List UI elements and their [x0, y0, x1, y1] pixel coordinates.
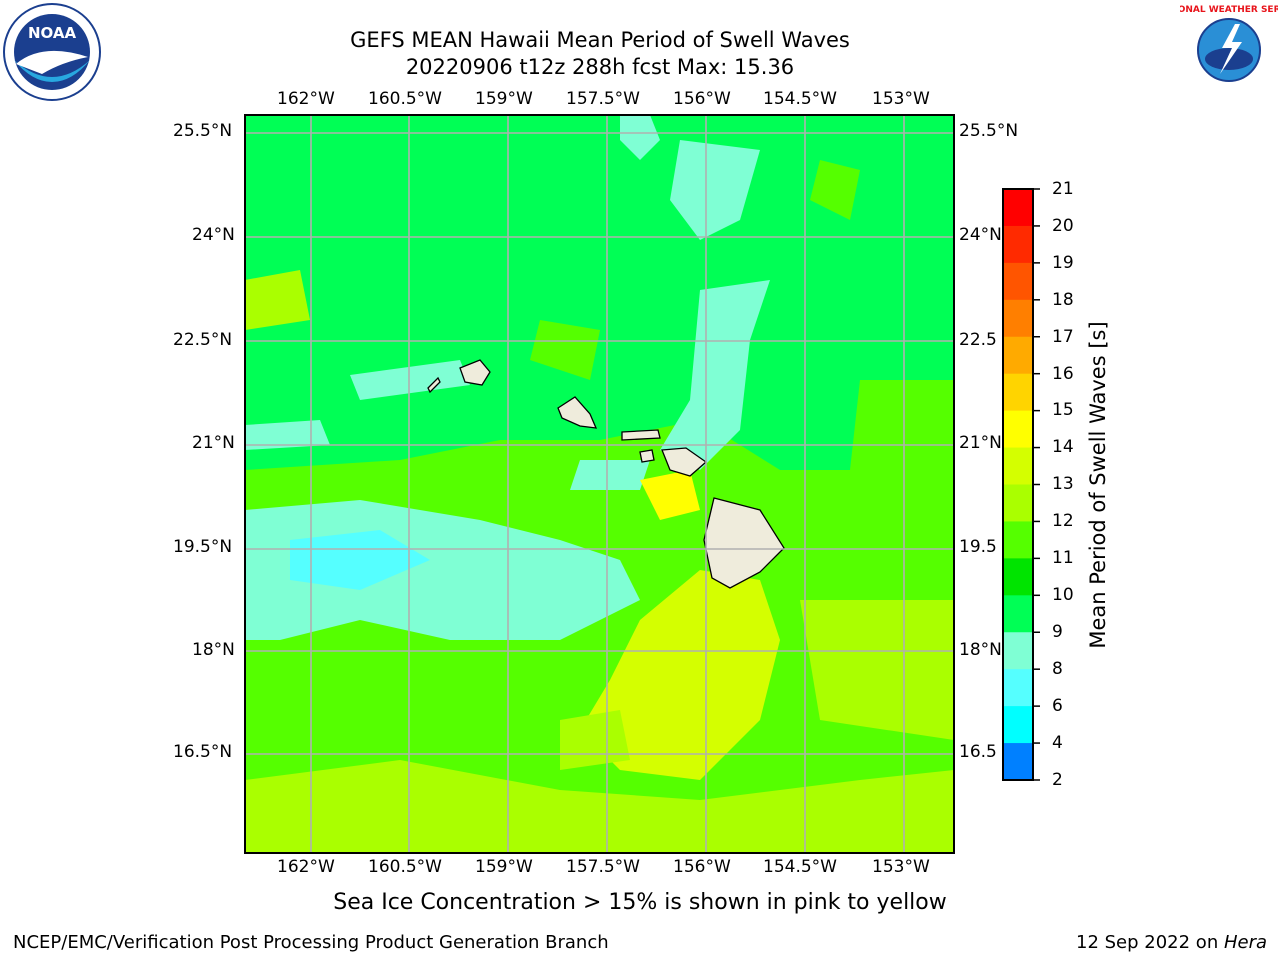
colorbar-tick-label: 9: [1052, 622, 1063, 642]
colorbar-tick-label: 14: [1052, 437, 1074, 457]
chart-subtitle: 20220906 t12z 288h fcst Max: 15.36: [405, 55, 795, 79]
lat-label-left: 19.5°N: [173, 537, 233, 557]
colorbar-tick-label: 10: [1052, 585, 1074, 605]
colorbar-tick-label: 13: [1052, 474, 1074, 494]
lat-label-right: 19.5: [959, 537, 997, 557]
lon-label-bottom: 162°W: [277, 857, 335, 877]
noaa-logo: NOAA: [3, 3, 101, 101]
island-niihau: [427, 376, 441, 394]
lon-label-top: 160.5°W: [368, 89, 442, 109]
colorbar-segment: [1003, 373, 1033, 412]
lon-label-bottom: 159°W: [475, 857, 533, 877]
colorbar-segment: [1003, 447, 1033, 485]
chart-title: GEFS MEAN Hawaii Mean Period of Swell Wa…: [350, 28, 850, 52]
footer-date: 12 Sep 2022 on Hera: [1076, 932, 1267, 953]
lat-label-right: 21°N: [959, 433, 1002, 453]
svg-text:NOAA: NOAA: [28, 24, 77, 42]
colorbar-segment: [1003, 262, 1033, 301]
colorbar-tick-label: 11: [1052, 548, 1074, 568]
colorbar-segment: [1003, 743, 1033, 781]
colorbar-tick-label: 8: [1052, 659, 1063, 679]
colorbar-tick-label: 4: [1052, 733, 1063, 753]
colorbar-segment: [1003, 189, 1033, 227]
map-frame: [244, 114, 955, 854]
colorbar-tick-label: 18: [1052, 290, 1074, 310]
colorbar-segment: [1003, 632, 1033, 670]
colorbar: [1003, 188, 1040, 781]
lon-label-top: 154.5°W: [763, 89, 837, 109]
lat-label-left: 24°N: [192, 225, 235, 245]
colorbar-tick-label: 2: [1052, 770, 1063, 790]
footer-host: Hera: [1223, 932, 1267, 953]
lat-label-left: 18°N: [192, 640, 235, 660]
contour-fill: [245, 115, 954, 853]
sea-ice-note: Sea Ice Concentration > 15% is shown in …: [333, 890, 947, 915]
colorbar-segment: [1003, 669, 1033, 707]
colorbar-segment: [1003, 706, 1033, 744]
lat-label-left: 16.5°N: [173, 742, 233, 762]
colorbar-frame: [1002, 188, 1034, 781]
lon-label-top: 157.5°W: [566, 89, 640, 109]
colorbar-tick-label: 17: [1052, 327, 1074, 347]
island-oahu: [557, 396, 598, 429]
lat-label-left: 22.5°N: [173, 330, 233, 350]
lat-label-left: 21°N: [192, 433, 235, 453]
colorbar-tick-label: 21: [1052, 179, 1074, 199]
colorbar-tick-label: 6: [1052, 696, 1063, 716]
lon-label-bottom: 160.5°W: [368, 857, 442, 877]
colorbar-segment: [1003, 410, 1033, 449]
colorbar-segment: [1003, 225, 1033, 264]
lon-label-top: 153°W: [872, 89, 930, 109]
island-lanai: [639, 449, 655, 463]
lat-label-right: 22.5: [959, 330, 997, 350]
lon-label-top: 156°W: [673, 89, 731, 109]
lon-label-top: 159°W: [475, 89, 533, 109]
lat-label-right: 18°N: [959, 640, 1002, 660]
colorbar-tick-label: 19: [1052, 253, 1074, 273]
colorbar-tick-label: 16: [1052, 364, 1074, 384]
footer-date-text: 12 Sep 2022 on: [1076, 932, 1224, 953]
colorbar-segment: [1003, 299, 1033, 338]
colorbar-segment: [1003, 595, 1033, 633]
lat-label-left: 25.5°N: [173, 121, 233, 141]
colorbar-segment: [1003, 558, 1033, 596]
footer-branch: NCEP/EMC/Verification Post Processing Pr…: [13, 932, 609, 953]
lon-label-bottom: 154.5°W: [763, 857, 837, 877]
lat-label-right: 16.5: [959, 742, 997, 762]
lat-label-right: 25.5°N: [959, 121, 1019, 141]
colorbar-segment: [1003, 521, 1033, 559]
island-kauai: [459, 359, 491, 386]
lon-label-bottom: 157.5°W: [566, 857, 640, 877]
svg-text:NATIONAL WEATHER SERVICE: NATIONAL WEATHER SERVICE: [1180, 5, 1278, 15]
island-maui: [661, 447, 708, 477]
colorbar-segment: [1003, 484, 1033, 522]
colorbar-tick-label: 12: [1052, 511, 1074, 531]
nws-logo: NATIONAL WEATHER SERVICE: [1180, 4, 1278, 96]
island-molokai: [621, 429, 661, 441]
lon-label-top: 162°W: [277, 89, 335, 109]
colorbar-title: Mean Period of Swell Waves [s]: [1086, 321, 1110, 649]
colorbar-tick-label: 15: [1052, 400, 1074, 420]
graticule: [245, 115, 954, 853]
lon-label-bottom: 153°W: [872, 857, 930, 877]
hawaiian-islands: [427, 359, 785, 589]
colorbar-segment: [1003, 336, 1033, 375]
lat-label-right: 24°N: [959, 225, 1002, 245]
lon-label-bottom: 156°W: [673, 857, 731, 877]
colorbar-tick-label: 20: [1052, 216, 1074, 236]
